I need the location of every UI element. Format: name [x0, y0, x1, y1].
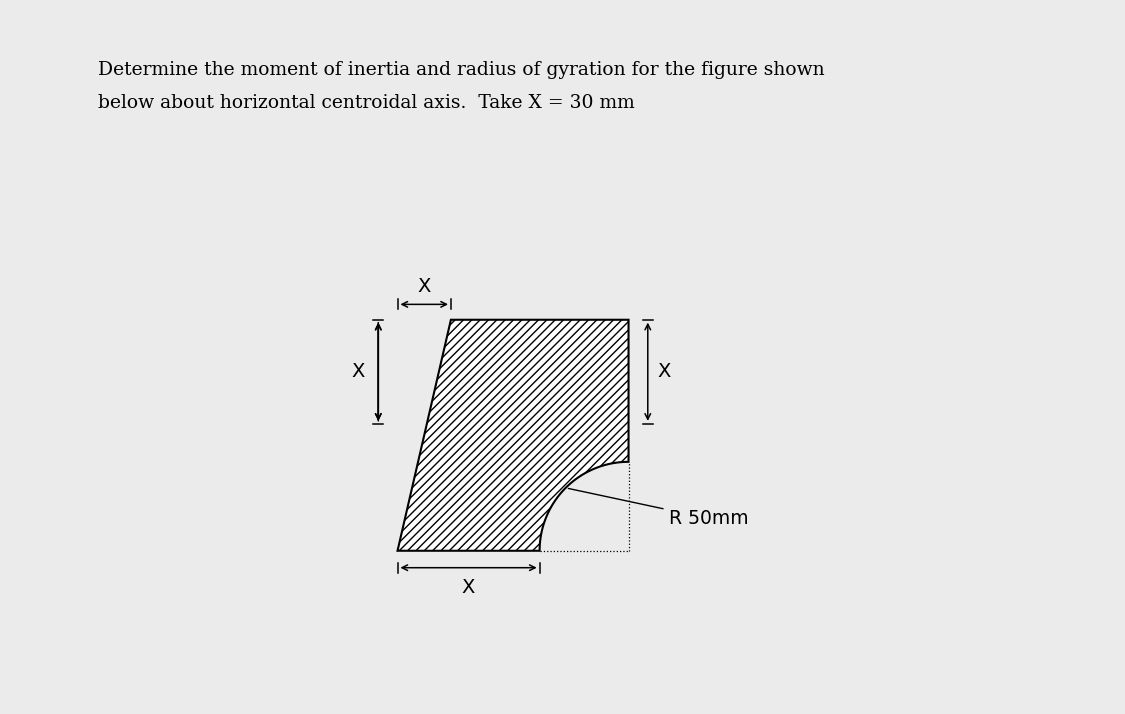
- Text: below about horizontal centroidal axis.  Take X = 30 mm: below about horizontal centroidal axis. …: [98, 94, 634, 112]
- Text: X: X: [657, 362, 670, 381]
- Text: X: X: [417, 277, 431, 296]
- Text: X: X: [462, 578, 475, 597]
- Polygon shape: [397, 320, 629, 550]
- Text: R 50mm: R 50mm: [568, 488, 748, 528]
- Text: Determine the moment of inertia and radius of gyration for the figure shown: Determine the moment of inertia and radi…: [98, 61, 825, 79]
- Text: X: X: [352, 362, 366, 381]
